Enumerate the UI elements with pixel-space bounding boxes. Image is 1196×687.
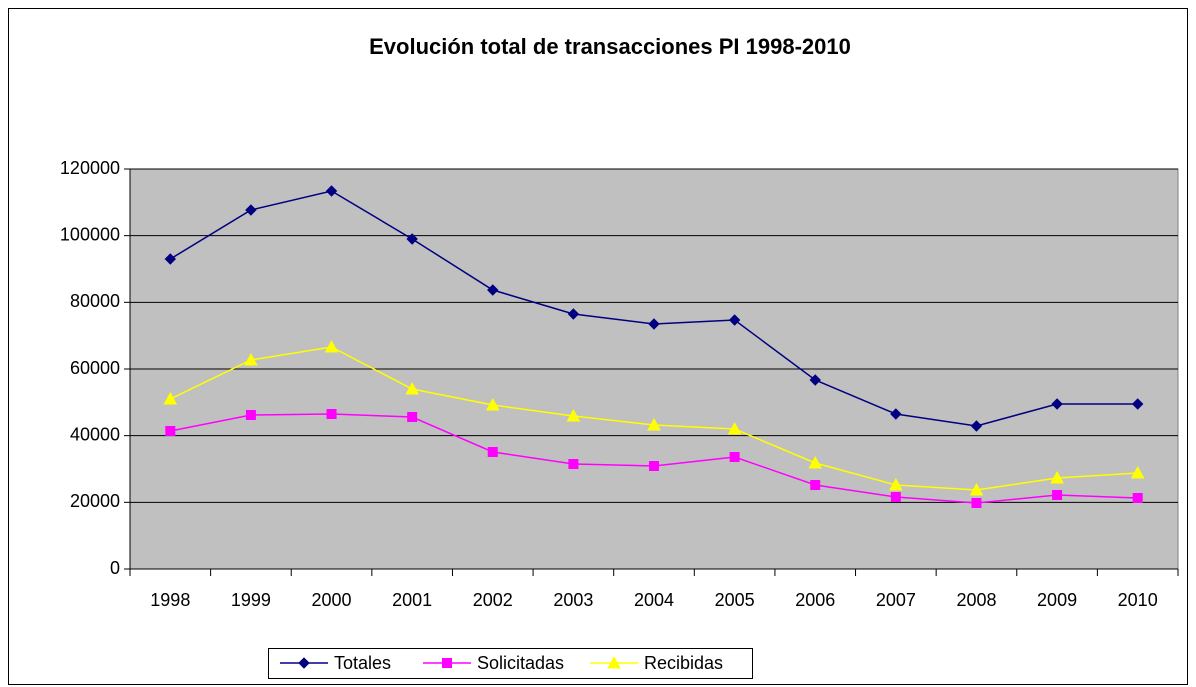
marker [567,308,580,320]
marker [1131,398,1144,410]
marker [568,459,579,469]
marker [727,421,742,435]
marker [890,408,902,420]
x-tick-label: 2002 [473,590,513,610]
x-tick-label: 2000 [312,590,352,610]
marker [487,284,499,296]
legend-label: Solicitadas [477,653,564,673]
marker [607,655,621,669]
marker [969,482,984,496]
x-tick-label: 1999 [231,590,271,610]
marker [298,657,310,669]
marker [245,410,256,420]
y-tick-label: 100000 [60,224,120,244]
marker [728,314,741,326]
marker [485,397,500,411]
marker [1050,470,1064,484]
x-tick-label: 2010 [1118,590,1158,610]
marker [487,447,498,457]
chart-title: Evolución total de transacciones PI 1998… [369,34,851,59]
marker [890,492,901,502]
marker [810,480,821,490]
marker [649,461,659,471]
marker [1051,398,1063,410]
marker [971,498,982,508]
x-tick-label: 1998 [150,590,190,610]
legend [268,648,753,679]
marker [1132,493,1143,503]
marker [648,318,660,330]
legend-label: Totales [334,653,391,673]
marker [324,339,339,353]
y-tick-label: 80000 [70,291,120,311]
y-tick-label: 20000 [70,491,120,511]
x-tick-label: 2008 [956,590,996,610]
x-tick-label: 2009 [1037,590,1077,610]
marker [729,452,740,462]
marker [889,477,903,491]
marker [809,374,821,386]
marker [325,185,338,197]
marker [442,658,452,668]
x-tick-label: 2004 [634,590,674,610]
x-tick-label: 2001 [392,590,432,610]
marker [163,391,178,405]
marker [647,417,661,431]
marker [406,233,418,245]
marker [244,352,258,366]
x-tick-label: 2003 [553,590,593,610]
y-tick-label: 120000 [60,158,120,178]
marker [165,426,176,436]
marker [326,409,337,419]
marker [405,381,419,395]
y-tick-label: 0 [110,558,120,578]
marker [566,408,581,422]
marker [970,420,983,432]
legend-label: Recibidas [644,653,723,673]
marker [407,412,418,422]
x-tick-label: 2005 [715,590,755,610]
x-tick-label: 2007 [876,590,916,610]
marker [1130,465,1145,479]
y-tick-label: 40000 [70,424,120,444]
marker [164,253,177,265]
marker [808,455,823,469]
marker [1052,490,1063,500]
y-tick-label: 60000 [70,358,120,378]
marker [245,204,257,216]
x-tick-label: 2006 [795,590,835,610]
